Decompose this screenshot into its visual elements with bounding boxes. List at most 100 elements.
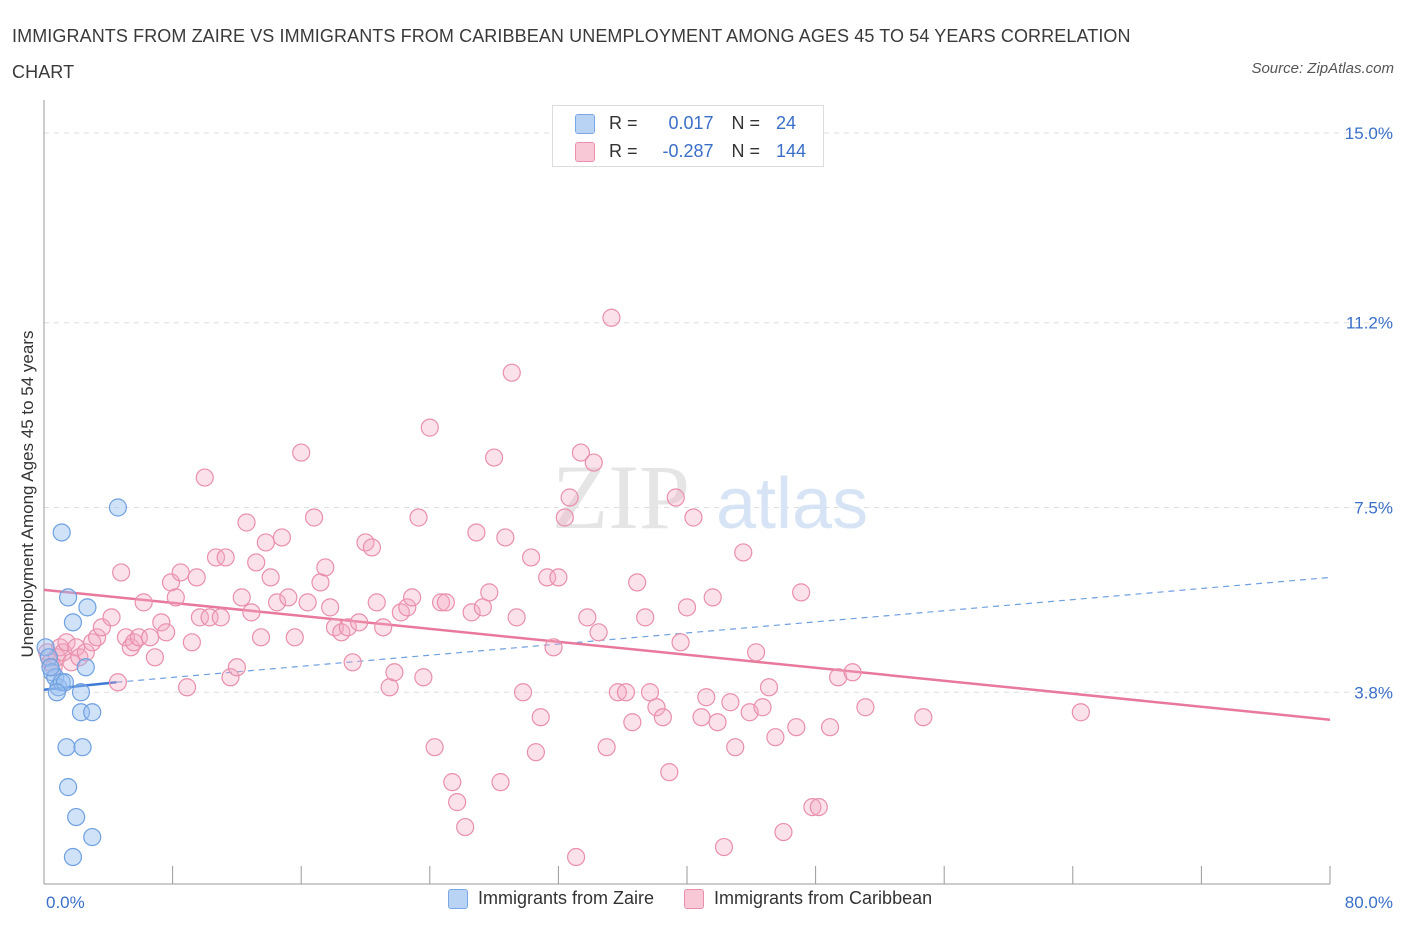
caribbean-point bbox=[647, 698, 666, 717]
caribbean-point bbox=[602, 308, 621, 327]
caribbean-point bbox=[285, 628, 304, 647]
zaire-point bbox=[63, 847, 83, 867]
caribbean-point bbox=[102, 608, 121, 627]
caribbean-point bbox=[349, 613, 369, 632]
stats-row-zaire: R = 0.017 N = 24 bbox=[575, 113, 796, 134]
zaire-point bbox=[59, 778, 78, 797]
legend-label-caribbean: Immigrants from Caribbean bbox=[714, 888, 933, 908]
n-label: N = bbox=[731, 141, 761, 161]
caribbean-point bbox=[513, 683, 533, 702]
caribbean-point bbox=[311, 573, 330, 592]
caribbean-point bbox=[473, 598, 492, 617]
zaire-legend-swatch bbox=[448, 888, 468, 909]
caribbean-point bbox=[480, 583, 499, 602]
zaire-point bbox=[73, 738, 92, 757]
caribbean-point bbox=[237, 513, 256, 532]
caribbean-point bbox=[206, 548, 226, 567]
caribbean-point bbox=[544, 638, 563, 657]
caribbean-point bbox=[256, 533, 275, 552]
zaire-point bbox=[71, 683, 91, 702]
caribbean-point bbox=[589, 623, 608, 642]
caribbean-point bbox=[152, 613, 171, 632]
caribbean-point bbox=[171, 563, 190, 582]
caribbean-legend-swatch bbox=[684, 888, 705, 909]
caribbean-point bbox=[496, 528, 515, 547]
caribbean-point bbox=[409, 508, 428, 527]
caribbean-point bbox=[787, 718, 806, 737]
r-label: R = bbox=[609, 113, 638, 133]
n-label: N = bbox=[731, 113, 761, 133]
caribbean-point bbox=[261, 568, 280, 587]
zaire-point bbox=[78, 598, 97, 617]
caribbean-point bbox=[843, 663, 862, 682]
zaire-trend-extension bbox=[116, 576, 1331, 683]
y-tick-label: 3.8% bbox=[1354, 683, 1393, 702]
caribbean-point bbox=[190, 608, 210, 627]
caribbean-point bbox=[187, 568, 206, 587]
caribbean-point bbox=[560, 488, 579, 507]
caribbean-point bbox=[247, 553, 266, 572]
caribbean-point bbox=[221, 668, 240, 687]
caribbean-point bbox=[267, 593, 287, 612]
caribbean-point bbox=[166, 588, 185, 607]
legend-label-zaire: Immigrants from Zaire bbox=[478, 888, 655, 908]
source-note: Source: ZipAtlas.com bbox=[1251, 60, 1394, 77]
caribbean-point bbox=[684, 508, 703, 527]
caribbean-point bbox=[242, 603, 261, 622]
caribbean-point bbox=[420, 418, 439, 437]
caribbean-point bbox=[829, 668, 848, 687]
caribbean-point bbox=[531, 708, 550, 727]
caribbean-point bbox=[803, 797, 822, 817]
caribbean-point bbox=[385, 663, 404, 682]
caribbean-point bbox=[753, 698, 772, 717]
zaire-point bbox=[83, 703, 102, 722]
caribbean-point bbox=[145, 648, 165, 667]
caribbean-point bbox=[272, 528, 292, 547]
caribbean-point bbox=[526, 743, 545, 762]
caribbean-point bbox=[636, 608, 655, 627]
caribbean-point bbox=[456, 817, 475, 837]
caribbean-point bbox=[774, 822, 793, 842]
caribbean-point bbox=[316, 558, 335, 577]
caribbean-point bbox=[708, 713, 727, 732]
caribbean-point bbox=[549, 568, 568, 587]
caribbean-point bbox=[425, 738, 444, 757]
caribbean-point bbox=[403, 588, 422, 607]
legend-item-zaire[interactable]: Immigrants from Zaire bbox=[448, 888, 654, 909]
caribbean-point bbox=[251, 628, 271, 647]
caribbean-point bbox=[671, 633, 690, 652]
caribbean-point bbox=[666, 488, 685, 507]
caribbean-point bbox=[182, 633, 201, 652]
y-tick-label: 7.5% bbox=[1354, 499, 1393, 518]
x-tick-label: 0.0% bbox=[46, 893, 85, 912]
caribbean-point bbox=[766, 728, 785, 747]
legend-item-caribbean[interactable]: Immigrants from Caribbean bbox=[684, 888, 932, 909]
caribbean-point bbox=[914, 708, 933, 727]
caribbean-point bbox=[703, 588, 722, 607]
caribbean-point bbox=[623, 713, 642, 732]
caribbean-point bbox=[157, 623, 176, 642]
caribbean-point bbox=[1071, 703, 1090, 722]
caribbean-point bbox=[660, 763, 679, 782]
chart-title: IMMIGRANTS FROM ZAIRE VS IMMIGRANTS FROM… bbox=[12, 26, 1131, 82]
zaire-points bbox=[36, 498, 128, 867]
y-axis-label: Unemployment Among Ages 45 to 54 years bbox=[18, 331, 37, 658]
axes bbox=[43, 100, 1331, 885]
caribbean-point bbox=[462, 603, 481, 622]
zaire-point bbox=[57, 738, 76, 757]
caribbean-point bbox=[566, 847, 586, 867]
y-tick-label: 15.0% bbox=[1345, 124, 1393, 143]
zaire-point bbox=[36, 638, 55, 657]
zaire-swatch bbox=[575, 113, 595, 134]
zaire-point bbox=[67, 807, 86, 827]
zaire-point bbox=[83, 827, 102, 847]
caribbean-point bbox=[507, 608, 526, 627]
caribbean-point bbox=[697, 688, 716, 707]
caribbean-point bbox=[820, 718, 840, 737]
caribbean-point bbox=[304, 508, 324, 527]
caribbean-point bbox=[431, 593, 451, 612]
caribbean-point bbox=[747, 643, 766, 662]
stats-row-caribbean: R = -0.287 N = 144 bbox=[575, 141, 806, 162]
caribbean-point bbox=[809, 797, 828, 817]
zaire-point bbox=[76, 658, 95, 677]
